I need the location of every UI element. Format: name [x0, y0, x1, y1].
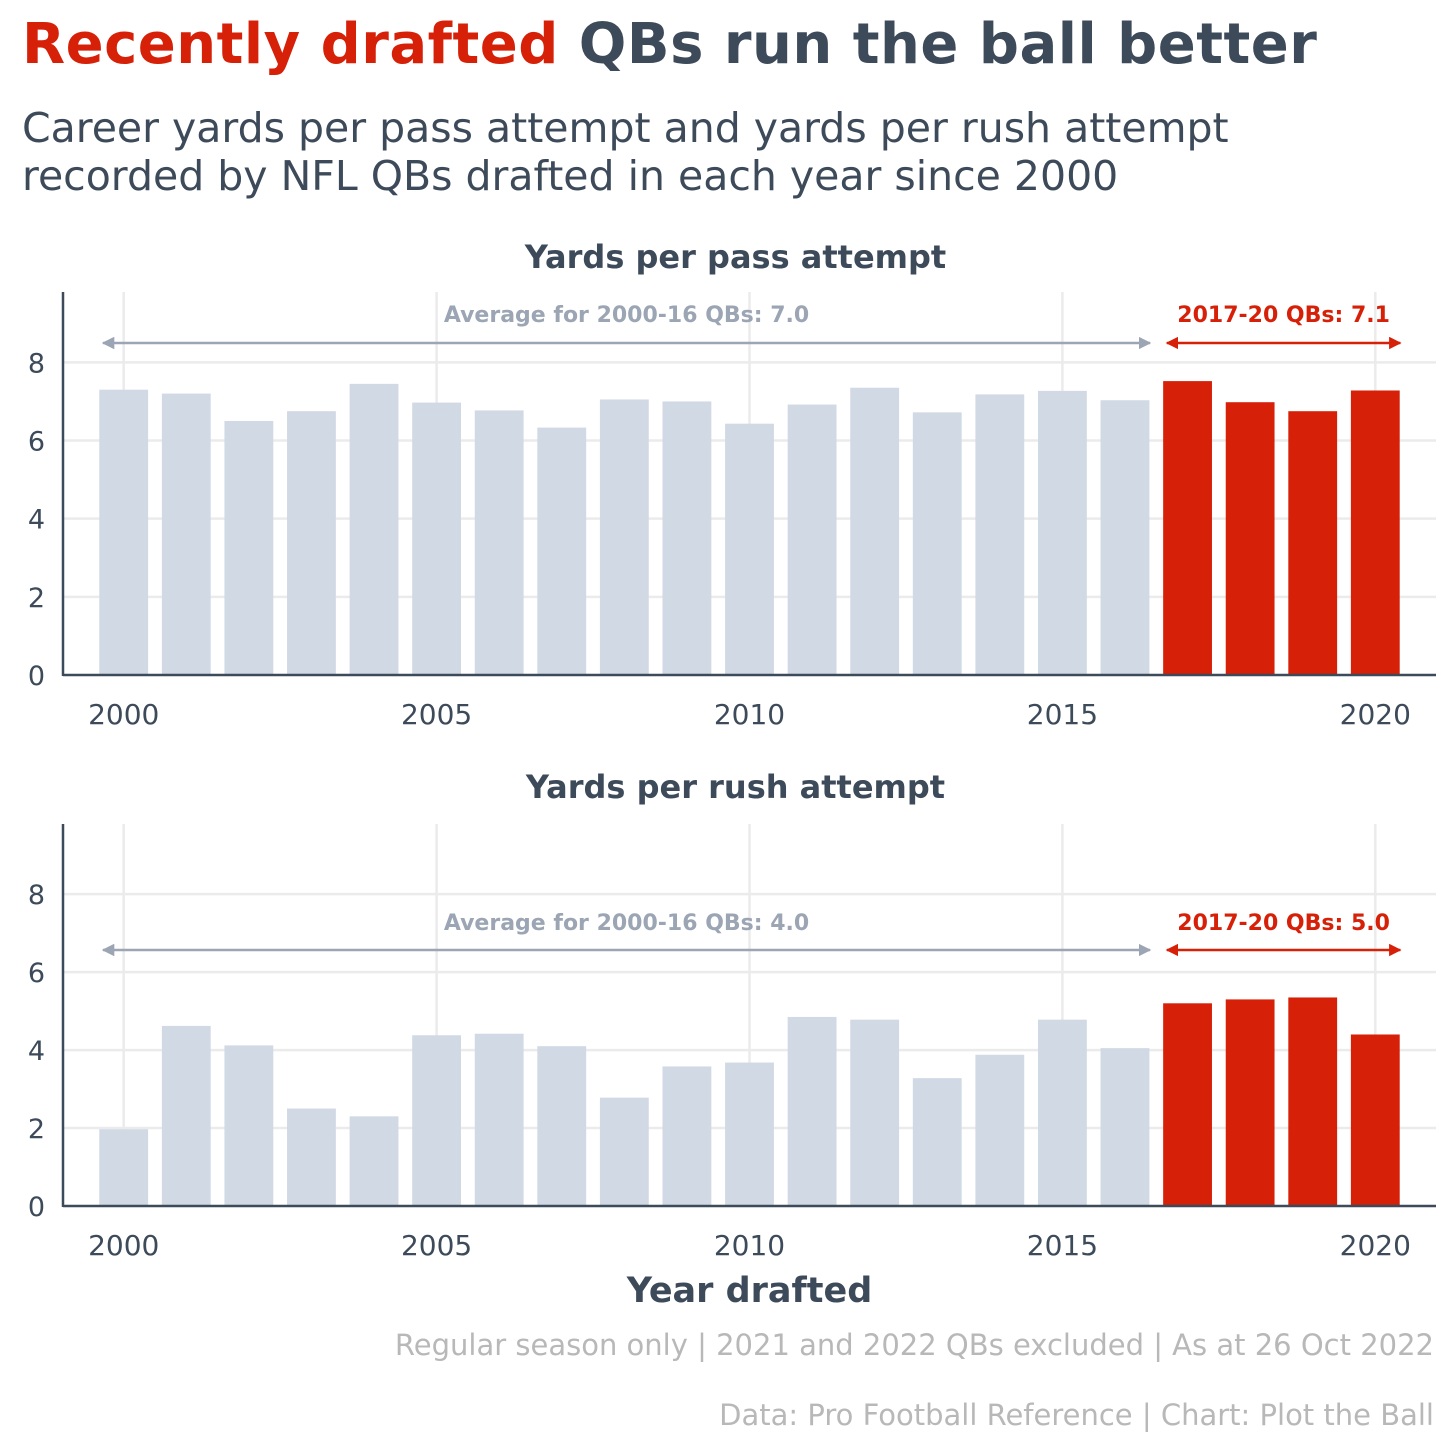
x-tick-label: 2000: [88, 1229, 159, 1262]
chart-panel-1: Yards per pass attempt 0 2 4 6 8 2000 2005 2010 2…: [28, 238, 1436, 731]
bar-2020: [1350, 1034, 1400, 1206]
y-tick-label: 4: [28, 1036, 45, 1067]
bar-2012: [850, 387, 900, 675]
y-tick-label: 2: [28, 1114, 45, 1145]
bar-2008: [599, 399, 649, 675]
bar-2016: [1100, 400, 1150, 675]
chart-title: Recently drafted QBs run the ball better: [22, 12, 1317, 77]
bar-2015: [1037, 1019, 1087, 1206]
bar-2011: [787, 404, 837, 675]
y-tick-label: 4: [28, 505, 45, 536]
bar-2013: [912, 412, 962, 675]
chart-panel-2: Yards per rush attempt 0 2 4 6 8 2000 2005 2010 2…: [28, 768, 1436, 1311]
y-tick-label: 8: [28, 880, 45, 911]
x-tick-label: 2005: [401, 1229, 472, 1262]
y-tick-label: 0: [28, 1192, 45, 1223]
bar-2018: [1225, 999, 1275, 1206]
chart-title-rest: QBs run the ball better: [558, 12, 1318, 77]
bar-2019: [1288, 997, 1338, 1206]
bar-2008: [599, 1097, 649, 1206]
bar-2001: [161, 1025, 211, 1206]
bar-2005: [412, 402, 462, 675]
annotation-label: 2017-20 QBs: 7.1: [1177, 303, 1390, 328]
y-tick-label: 8: [28, 348, 45, 379]
y-tick-label: 6: [28, 958, 45, 989]
bar-2012: [850, 1019, 900, 1206]
annotation-label: Average for 2000-16 QBs: 4.0: [444, 911, 809, 936]
bar-2002: [224, 420, 274, 675]
bar-2019: [1288, 411, 1338, 675]
bar-2018: [1225, 402, 1275, 675]
bar-2003: [287, 1108, 336, 1206]
x-tick-label: 2005: [401, 698, 472, 731]
subtitle-line-1: Career yards per pass attempt and yards …: [22, 104, 1229, 152]
footer-note: Regular season only | 2021 and 2022 QBs …: [394, 1328, 1434, 1362]
bar-2006: [474, 1033, 524, 1206]
bar-2000: [99, 1129, 149, 1206]
chart-subtitle: Career yards per pass attempt and yards …: [22, 104, 1442, 200]
bar-2020: [1350, 390, 1400, 675]
bar-2002: [224, 1045, 274, 1206]
x-tick-label: 2020: [1340, 1229, 1411, 1262]
y-tick-label: 6: [28, 427, 45, 458]
bar-2010: [725, 423, 774, 675]
x-tick-label: 2010: [714, 1229, 785, 1262]
chart-title-highlight: Recently drafted: [22, 12, 559, 77]
bar-2004: [349, 1116, 399, 1206]
bar-2016: [1100, 1048, 1150, 1206]
subtitle-line-2: recorded by NFL QBs drafted in each year…: [22, 152, 1119, 200]
x-tick-label: 2020: [1340, 698, 1411, 731]
bar-2007: [537, 1046, 587, 1206]
bar-2010: [725, 1062, 774, 1206]
x-tick-label: 2015: [1027, 698, 1098, 731]
bar-2013: [912, 1078, 962, 1206]
bar-2000: [99, 389, 149, 675]
x-tick-label: 2015: [1027, 1229, 1098, 1262]
bar-2003: [287, 411, 336, 675]
x-axis-title: Year drafted: [626, 1271, 873, 1311]
bar-2001: [161, 393, 211, 675]
bar-2007: [537, 427, 587, 675]
y-tick-label: 0: [28, 661, 45, 692]
panel-title: Yards per pass attempt: [524, 238, 946, 276]
y-tick-label: 2: [28, 583, 45, 614]
x-tick-label: 2010: [714, 698, 785, 731]
annotation-label: Average for 2000-16 QBs: 7.0: [444, 303, 809, 328]
bar-2009: [662, 1066, 712, 1206]
x-tick-label: 2000: [88, 698, 159, 731]
bar-2014: [975, 394, 1025, 675]
bar-2005: [412, 1035, 462, 1206]
bar-2011: [787, 1016, 837, 1206]
bar-2014: [975, 1054, 1025, 1206]
bar-2015: [1037, 390, 1087, 675]
panel-title: Yards per rush attempt: [525, 768, 945, 806]
bar-2006: [474, 410, 524, 675]
bar-2017: [1163, 1003, 1212, 1206]
footer-credit: Data: Pro Football Reference | Chart: Pl…: [719, 1398, 1434, 1432]
bar-2017: [1163, 381, 1212, 675]
bar-2009: [662, 401, 712, 675]
annotation-label: 2017-20 QBs: 5.0: [1177, 911, 1390, 936]
bar-2004: [349, 383, 399, 675]
